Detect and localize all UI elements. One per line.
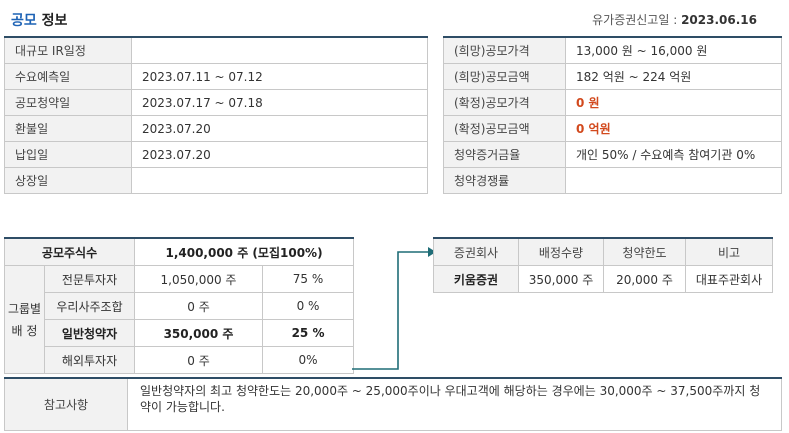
deposit-rate-label: 청약증거금율 — [443, 141, 566, 168]
hope-amount-label: (희망)공모금액 — [443, 63, 566, 90]
table-row: 해외투자자 0 주 0% — [5, 346, 355, 374]
payment-date-value: 2023.07.20 — [131, 141, 428, 168]
table-row: 상장일 — [4, 167, 428, 194]
underwriter-company: 키움증권 — [433, 265, 519, 293]
report-date-value: 2023.06.16 — [681, 13, 757, 27]
table-row: 대규모 IR일정 — [4, 37, 428, 64]
table-row: 공모청약일 2023.07.17 ~ 07.18 — [4, 89, 428, 116]
report-date: 유가증권신고일 : 2023.06.16 — [592, 11, 757, 28]
total-shares-label: 공모주식수 — [3, 238, 136, 266]
column-header: 배정수량 — [518, 238, 604, 266]
column-header: 청약한도 — [603, 238, 686, 266]
subscription-date-label: 공모청약일 — [4, 89, 132, 116]
schedule-table: 대규모 IR일정 수요예측일 2023.07.11 ~ 07.12 공모청약일 … — [4, 36, 428, 194]
underwriter-note: 대표주관회사 — [685, 265, 773, 293]
hope-price-value: 13,000 원 ~ 16,000 원 — [565, 37, 782, 64]
table-row: 환불일 2023.07.20 — [4, 115, 428, 142]
column-header: 증권회사 — [433, 238, 519, 266]
listing-date-value — [131, 167, 428, 194]
hope-price-label: (희망)공모가격 — [443, 37, 566, 64]
report-date-label: 유가증권신고일 : — [592, 13, 678, 27]
remarks-label: 참고사항 — [4, 377, 128, 431]
listing-date-label: 상장일 — [4, 167, 132, 194]
allocated-percent: 0 % — [262, 292, 355, 320]
table-row: 공모주식수 1,400,000 주 (모집100%) — [3, 238, 355, 266]
investor-type: 일반청약자 — [43, 319, 136, 347]
total-shares-value: 1,400,000 주 (모집100%) — [134, 238, 355, 266]
payment-date-label: 납입일 — [4, 141, 132, 168]
confirmed-price-label: (확정)공모가격 — [443, 89, 566, 116]
table-row: 일반청약자 350,000 주 25 % — [5, 319, 355, 347]
table-row: 청약증거금율 개인 50% / 수요예측 참여기관 0% — [443, 141, 782, 168]
ir-date-value — [131, 37, 428, 64]
page-title: 공모 정보 — [11, 13, 68, 29]
investor-type: 해외투자자 — [43, 346, 136, 374]
remarks-table: 참고사항 일반청약자의 최고 청약한도는 20,000주 ~ 25,000주이나… — [4, 377, 782, 431]
table-row: (확정)공모가격 0 원 — [443, 89, 782, 116]
demand-forecast-value: 2023.07.11 ~ 07.12 — [131, 63, 428, 90]
refund-date-value: 2023.07.20 — [131, 115, 428, 142]
confirmed-amount-value: 0 억원 — [565, 115, 782, 142]
pricing-table: (희망)공모가격 13,000 원 ~ 16,000 원 (희망)공모금액 18… — [443, 36, 782, 194]
demand-forecast-label: 수요예측일 — [4, 63, 132, 90]
allocated-shares: 0 주 — [134, 346, 264, 374]
ir-date-label: 대규모 IR일정 — [4, 37, 132, 64]
table-header-row: 증권회사 배정수량 청약한도 비고 — [433, 238, 773, 266]
table-row: 그룹별 배 정 전문투자자 1,050,000 주 75 % — [4, 265, 355, 374]
investor-type: 전문투자자 — [43, 265, 136, 293]
table-row: 참고사항 일반청약자의 최고 청약한도는 20,000주 ~ 25,000주이나… — [4, 377, 782, 431]
table-row: (희망)공모금액 182 억원 ~ 224 억원 — [443, 63, 782, 90]
remarks-text: 일반청약자의 최고 청약한도는 20,000주 ~ 25,000주이나 우대고객… — [127, 377, 782, 431]
competition-rate-value — [565, 167, 782, 194]
underwriter-quantity: 350,000 주 — [518, 265, 604, 293]
underwriter-limit: 20,000 주 — [603, 265, 686, 293]
competition-rate-label: 청약경쟁률 — [443, 167, 566, 194]
confirmed-amount-label: (확정)공모금액 — [443, 115, 566, 142]
confirmed-price-value: 0 원 — [565, 89, 782, 116]
table-row: 납입일 2023.07.20 — [4, 141, 428, 168]
table-row: 수요예측일 2023.07.11 ~ 07.12 — [4, 63, 428, 90]
underwriter-table: 증권회사 배정수량 청약한도 비고 키움증권 350,000 주 20,000 … — [433, 237, 773, 293]
allocated-shares: 350,000 주 — [134, 319, 264, 347]
column-header: 비고 — [685, 238, 773, 266]
table-row: (확정)공모금액 0 억원 — [443, 115, 782, 142]
allocated-percent: 0% — [262, 346, 355, 374]
allocated-percent: 25 % — [262, 319, 355, 347]
connector-arrow-icon — [352, 247, 436, 370]
table-row: 키움증권 350,000 주 20,000 주 대표주관회사 — [433, 265, 773, 293]
table-row: (희망)공모가격 13,000 원 ~ 16,000 원 — [443, 37, 782, 64]
group-allocation-label: 그룹별 배 정 — [4, 265, 45, 374]
table-row: 우리사주조합 0 주 0 % — [5, 292, 355, 320]
hope-amount-value: 182 억원 ~ 224 억원 — [565, 63, 782, 90]
subscription-date-value: 2023.07.17 ~ 07.18 — [131, 89, 428, 116]
allocated-percent: 75 % — [262, 265, 355, 293]
deposit-rate-value: 개인 50% / 수요예측 참여기관 0% — [565, 141, 782, 168]
allocation-table: 공모주식수 1,400,000 주 (모집100%) 그룹별 배 정 전문투자자… — [3, 237, 355, 374]
investor-type: 우리사주조합 — [43, 292, 136, 320]
allocated-shares: 0 주 — [134, 292, 264, 320]
allocated-shares: 1,050,000 주 — [134, 265, 264, 293]
table-row: 청약경쟁률 — [443, 167, 782, 194]
refund-date-label: 환불일 — [4, 115, 132, 142]
